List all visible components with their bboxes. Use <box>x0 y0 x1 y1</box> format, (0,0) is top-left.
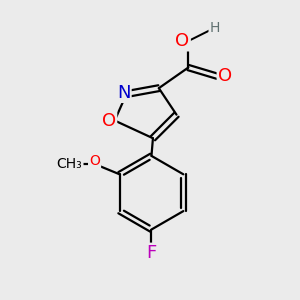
Text: O: O <box>218 68 232 85</box>
Text: O: O <box>102 112 116 130</box>
Text: CH₃: CH₃ <box>57 157 83 171</box>
Text: O: O <box>175 32 190 50</box>
Text: H: H <box>210 21 220 35</box>
Text: N: N <box>117 84 130 102</box>
Text: F: F <box>146 244 157 262</box>
Text: O: O <box>89 154 100 168</box>
